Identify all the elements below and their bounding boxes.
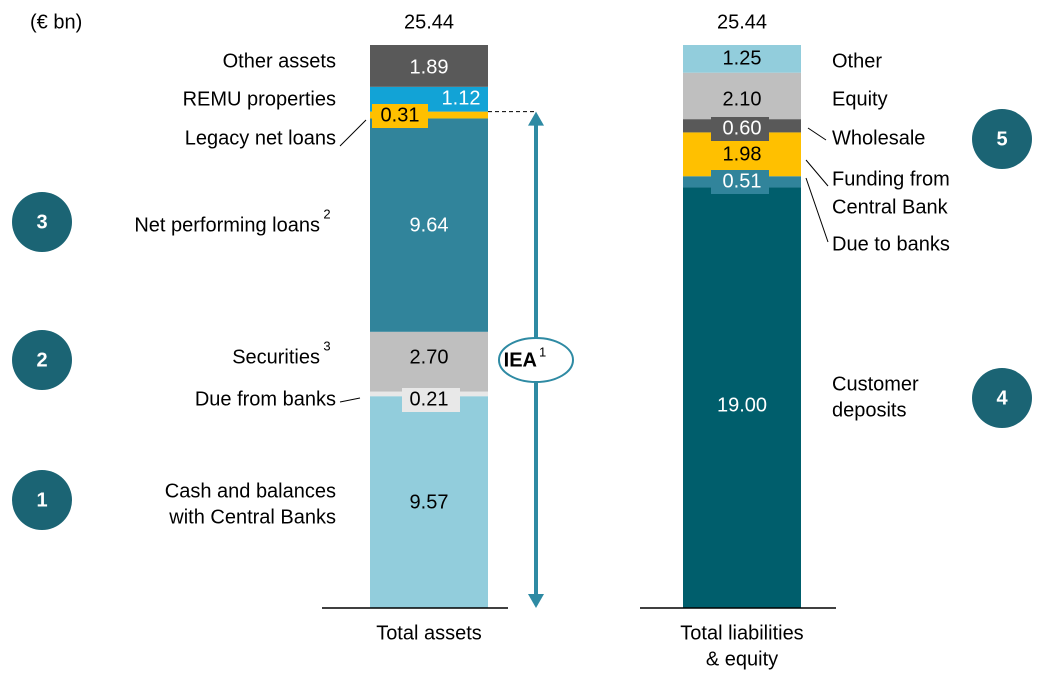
iea-label: IEA: [504, 349, 537, 371]
value-label-box: [402, 388, 460, 412]
value-label: 1.98: [723, 143, 762, 165]
callout-circle: [972, 368, 1032, 428]
bar-segment: [370, 45, 488, 87]
iea-footnote: 1: [539, 344, 546, 359]
footnote-marker: 3: [323, 338, 330, 353]
value-label-box: [372, 104, 428, 128]
value-label: 1.25: [723, 47, 762, 69]
callout-number: 2: [36, 349, 47, 371]
segment-name: Securities: [232, 346, 320, 368]
segment-name: with Central Banks: [168, 506, 336, 528]
bar-segment: [370, 396, 488, 608]
value-label: 1.12: [442, 87, 481, 109]
callout-circle: [972, 109, 1032, 169]
value-label: 1.89: [410, 56, 449, 78]
segment-name: Wholesale: [832, 127, 925, 149]
value-label-box: [430, 87, 486, 111]
callout-circle: [12, 470, 72, 530]
value-label: 2.70: [410, 346, 449, 368]
category-label: & equity: [706, 648, 778, 670]
segment-name: Cash and balances: [165, 480, 336, 502]
callout-circle: [12, 192, 72, 252]
callout-number: 4: [996, 387, 1008, 409]
segment-name: Funding from: [832, 168, 950, 190]
callout-number: 1: [36, 489, 47, 511]
segment-name: Customer: [832, 373, 919, 395]
callout-circle: [12, 330, 72, 390]
bar-segment: [370, 331, 488, 392]
category-label: Total liabilities: [680, 622, 803, 644]
category-label: Total assets: [376, 622, 482, 644]
value-label-box: [711, 117, 769, 141]
leader-line: [805, 177, 829, 243]
value-label: 0.21: [410, 388, 449, 410]
segment-name: deposits: [832, 399, 907, 421]
segment-name: REMU properties: [183, 88, 336, 110]
iea-arrow-head: [528, 111, 544, 126]
segment-name: Legacy net loans: [185, 127, 336, 149]
segment-name: Due to banks: [832, 233, 950, 255]
iea-badge: [498, 337, 574, 383]
value-label: 19.00: [717, 394, 767, 416]
callout-number: 3: [36, 211, 47, 233]
value-label: 2.10: [723, 88, 762, 110]
value-label: 9.64: [410, 214, 449, 236]
value-label: 0.51: [723, 170, 762, 192]
bar-segment: [370, 118, 488, 332]
bar-segment: [683, 187, 801, 608]
callout-number: 5: [996, 128, 1007, 150]
bar-segment: [370, 111, 488, 119]
segment-name: Due from banks: [195, 388, 336, 410]
segment-name: Other assets: [223, 50, 336, 72]
value-label-box: [711, 170, 769, 194]
unit-note: (€ bn): [30, 11, 82, 33]
value-label: 0.31: [381, 104, 420, 126]
leader-line: [805, 159, 829, 187]
leader-line: [807, 127, 827, 141]
leader-line: [339, 119, 367, 147]
value-label-box: [711, 143, 769, 167]
iea-arrow-head: [528, 594, 544, 608]
segment-name: Other: [832, 50, 882, 72]
bar-segment: [683, 72, 801, 120]
stack-total: 25.44: [717, 11, 767, 33]
footnote-marker: 2: [323, 206, 330, 221]
bar-segment: [683, 45, 801, 73]
segment-name: Equity: [832, 88, 888, 110]
value-label: 9.57: [410, 491, 449, 513]
segment-name: Central Bank: [832, 196, 949, 218]
stack-total: 25.44: [404, 11, 454, 33]
segment-name: Net performing loans: [134, 214, 320, 236]
value-label: 0.60: [723, 117, 762, 139]
leader-line: [339, 397, 361, 403]
